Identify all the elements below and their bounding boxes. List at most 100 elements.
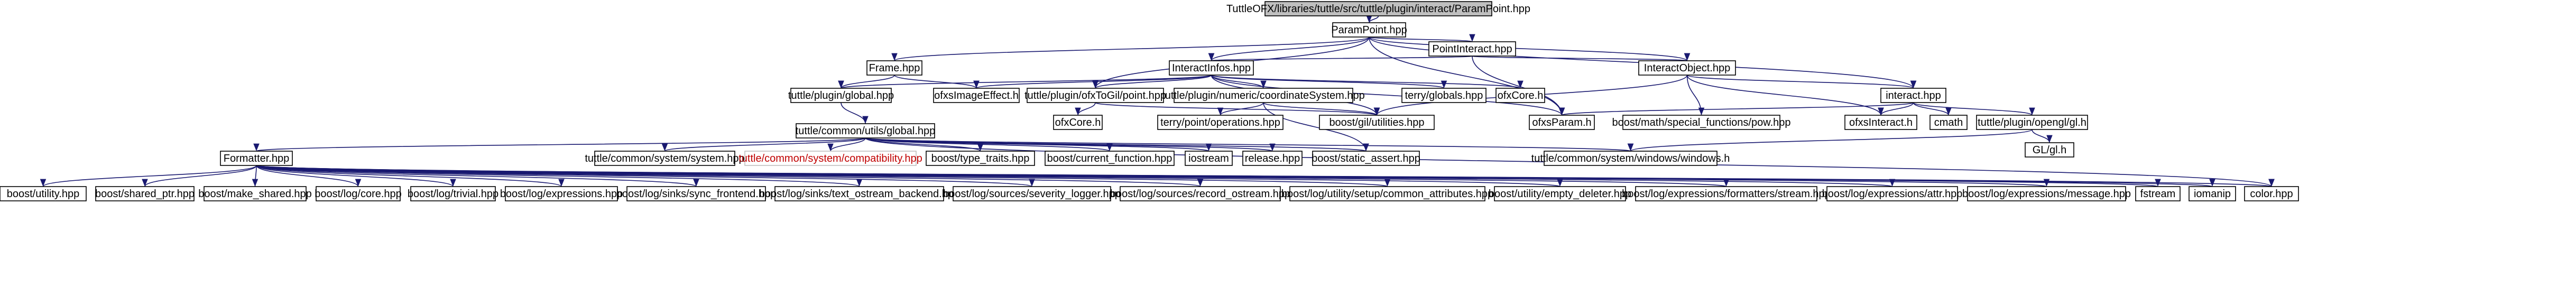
node-utilsglobal[interactable]: tuttle/common/utils/global.hpp <box>796 123 936 138</box>
node-cmath[interactable]: cmath <box>1929 115 1968 130</box>
node-releasehpp[interactable]: release.hpp <box>1242 151 1303 166</box>
edge-parampoint-to-pointinteract <box>1369 34 1475 42</box>
node-box-commonattrs <box>1289 186 1485 201</box>
node-sharedptr[interactable]: boost/shared_ptr.hpp <box>95 186 195 201</box>
node-exprattr[interactable]: boost/log/expressions/attr.hpp <box>1822 186 1963 201</box>
node-emptydeleter[interactable]: boost/utility/empty_deleter.hpp <box>1489 186 1631 201</box>
node-box-releasehpp <box>1242 151 1303 166</box>
node-box-fmtstream <box>1635 186 1817 201</box>
node-label-currentfunc: boost/current_function.hpp <box>1047 153 1172 164</box>
node-logcore[interactable]: boost/log/core.hpp <box>315 186 402 201</box>
edges-layer <box>40 15 2274 187</box>
node-box-terrypointops <box>1157 115 1284 130</box>
node-interactinfos[interactable]: InteractInfos.hpp <box>1169 60 1254 76</box>
node-commonsystem[interactable]: tuttle/common/system/system.hpp <box>585 151 745 166</box>
edge-formatter-to-logcore <box>256 165 362 187</box>
node-label-commonattrs: boost/log/utility/setup/common_attribute… <box>1281 188 1493 200</box>
node-label-ofxcore_b: ofxCore.h <box>1055 117 1101 128</box>
node-syncfrontend[interactable]: boost/log/sinks/sync_frontend.hpp <box>616 186 776 201</box>
edge-formatter-to-colorhpp <box>256 165 2273 187</box>
node-ofximageeffect[interactable]: ofxsImageEffect.h <box>933 88 1020 103</box>
node-label-root: TuttleOFX/libraries/tuttle/src/tuttle/pl… <box>1226 3 1530 15</box>
node-typetraits[interactable]: boost/type_traits.hpp <box>926 151 1035 166</box>
edge-interact-to-openglgl <box>1913 102 2035 116</box>
node-formatter[interactable]: Formatter.hpp <box>220 151 293 166</box>
edge-pointinteract-to-interactinfos <box>1209 53 1473 61</box>
node-utility[interactable]: boost/utility.hpp <box>0 186 87 201</box>
node-box-syncfrontend <box>626 186 766 201</box>
node-interact[interactable]: interact.hpp <box>1880 88 1946 103</box>
node-label-pluginglobal: tuttle/plugin/global.hpp <box>788 90 894 101</box>
node-box-sharedptr <box>95 186 195 201</box>
edge-utilsglobal-to-compat <box>827 137 866 152</box>
edge-interactinfos-to-terryglobals <box>1211 75 1447 89</box>
node-box-colorhpp <box>2244 186 2299 201</box>
node-pluginglobal[interactable]: tuttle/plugin/global.hpp <box>788 88 894 103</box>
node-ofxcore_a[interactable]: ofxCore.h <box>1495 88 1545 103</box>
node-label-openglgl: tuttle/plugin/opengl/gl.h <box>1978 117 2086 128</box>
node-openglgl[interactable]: tuttle/plugin/opengl/gl.h <box>1976 115 2088 130</box>
node-box-logtrivial <box>410 186 496 201</box>
node-commonattrs[interactable]: boost/log/utility/setup/common_attribute… <box>1281 186 1493 201</box>
edge-parampoint-to-interactinfos <box>1208 36 1370 61</box>
node-box-interactinfos <box>1169 60 1254 76</box>
node-textostream[interactable]: boost/log/sinks/text_ostream_backend.hpp <box>759 186 959 201</box>
node-terryglobals[interactable]: terry/globals.hpp <box>1401 88 1486 103</box>
edge-formatter-to-textostream <box>256 165 862 187</box>
node-label-fmtstream: boost/log/expressions/formatters/stream.… <box>1622 188 1831 200</box>
node-colorhpp[interactable]: color.hpp <box>2244 186 2299 201</box>
node-makeshared[interactable]: boost/make_shared.hpp <box>198 186 312 201</box>
edge-utilsglobal-to-windowsh <box>865 137 1633 152</box>
node-pointinteract[interactable]: PointInteract.hpp <box>1428 41 1516 57</box>
node-label-windowsh: tuttle/common/system/windows/windows.h <box>1531 153 1730 164</box>
node-specialfunc[interactable]: boost/math/special_functions/pow.hpp <box>1612 115 1791 130</box>
edge-interact-to-ofxinteract <box>1878 102 1914 116</box>
node-parampoint[interactable]: ParamPoint.hpp <box>1331 22 1407 38</box>
node-fmtstream[interactable]: boost/log/expressions/formatters/stream.… <box>1622 186 1831 201</box>
node-windowsh[interactable]: tuttle/common/system/windows/windows.h <box>1531 151 1730 166</box>
edge-pointinteract-to-interactobject <box>1472 53 1689 61</box>
node-label-terrypointops: terry/point/operations.hpp <box>1160 117 1280 128</box>
node-label-textostream: boost/log/sinks/text_ostream_backend.hpp <box>759 188 959 200</box>
node-recordostream[interactable]: boost/log/sources/record_ostream.hpp <box>1110 186 1290 201</box>
node-currentfunc[interactable]: boost/current_function.hpp <box>1045 151 1175 166</box>
node-severitylogger[interactable]: boost/log/sources/severity_logger.hpp <box>943 186 1121 201</box>
edge-formatter-to-syncfrontend <box>256 165 699 187</box>
edge-interactobject-to-ofxinteract <box>1686 75 1884 116</box>
edge-parampoint-to-interactobject <box>1369 36 1690 61</box>
edge-ofxtogil-to-ofxcore_b <box>1075 102 1096 116</box>
node-interactobject[interactable]: InteractObject.hpp <box>1638 60 1736 76</box>
node-box-parampoint <box>1332 22 1406 38</box>
node-logexpr[interactable]: boost/log/expressions.hpp <box>500 186 623 201</box>
node-iostream[interactable]: iostream <box>1185 151 1233 166</box>
node-label-parampoint: ParamPoint.hpp <box>1331 24 1407 36</box>
node-label-utility: boost/utility.hpp <box>7 188 80 200</box>
node-box-utilsglobal <box>796 123 935 138</box>
edge-formatter-to-emptydeleter <box>256 165 1562 187</box>
node-logtrivial[interactable]: boost/log/trivial.hpp <box>408 186 498 201</box>
node-coordsys[interactable]: tuttle/plugin/numeric/coordinateSystem.h… <box>1162 88 1365 103</box>
node-label-logtrivial: boost/log/trivial.hpp <box>408 188 498 200</box>
node-staticassert[interactable]: boost/static_assert.hpp <box>1312 151 1420 166</box>
node-exprmessage[interactable]: boost/log/expressions/message.hpp <box>1962 186 2131 201</box>
node-frame[interactable]: Frame.hpp <box>866 60 922 76</box>
node-boostgilutil[interactable]: boost/gil/utilities.hpp <box>1319 115 1435 130</box>
node-box-openglgl <box>1976 115 2088 130</box>
node-box-frame <box>866 60 922 76</box>
node-glglh[interactable]: GL/gl.h <box>2025 142 2074 158</box>
node-label-commonsystem: tuttle/common/system/system.hpp <box>585 153 744 164</box>
node-box-ofxcore_a <box>1495 88 1545 103</box>
node-label-iostream: iostream <box>1188 153 1229 164</box>
node-ofxparam[interactable]: ofxsParam.h <box>1529 115 1595 130</box>
node-label-ofximageeffect: ofxsImageEffect.h <box>934 90 1019 101</box>
node-box-logcore <box>316 186 401 201</box>
node-root[interactable]: TuttleOFX/libraries/tuttle/src/tuttle/pl… <box>1226 1 1530 16</box>
node-ofxinteract[interactable]: ofxsInteract.h <box>1844 115 1917 130</box>
node-iomanip[interactable]: iomanip <box>2189 186 2236 201</box>
node-ofxtogil[interactable]: tuttle/plugin/ofxToGil/point.hpp <box>1024 88 1166 103</box>
node-fstream[interactable]: fstream <box>2135 186 2181 201</box>
node-terrypointops[interactable]: terry/point/operations.hpp <box>1157 115 1284 130</box>
node-ofxcore_b[interactable]: ofxCore.h <box>1053 115 1103 130</box>
edge-utilsglobal-to-commonsystem <box>662 137 866 152</box>
